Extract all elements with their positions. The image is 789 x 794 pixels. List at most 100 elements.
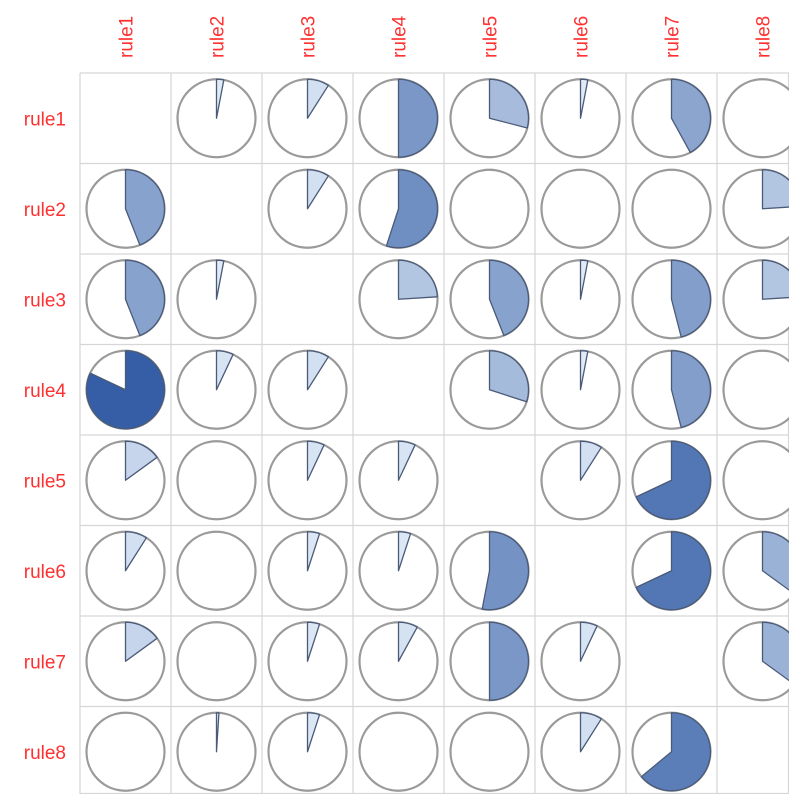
pie-cell (540, 349, 621, 430)
pie-cell (85, 349, 166, 430)
row-label: rule5 (24, 471, 66, 492)
pie-cell (358, 259, 439, 340)
pie-cell (449, 168, 530, 249)
pie-slice (124, 621, 158, 662)
pie-slice (306, 712, 321, 753)
pie-cell (722, 530, 789, 611)
pie-outline (176, 440, 257, 521)
row-labels: rule1 rule2 rule3 rule4 rule5 rule6 rule7 rule8 (24, 109, 67, 764)
pie-outline (722, 349, 789, 430)
pie-cell (358, 78, 439, 159)
pie-cell (267, 621, 348, 702)
pie-slice (579, 440, 603, 481)
pie-slice (85, 350, 166, 430)
pie-slice (215, 259, 225, 300)
pie-cell (358, 530, 439, 611)
pie-cell (631, 440, 712, 521)
pie-cell (267, 440, 348, 521)
pie-slice (385, 169, 439, 249)
row-label: rule1 (24, 109, 66, 130)
pie-slice (761, 259, 789, 300)
pie-slice (761, 621, 789, 682)
pie-outline (722, 78, 789, 159)
pie-cell (176, 530, 257, 611)
pie-slice (397, 78, 439, 158)
pie-outline (722, 440, 789, 521)
pie-cell (358, 440, 439, 521)
pie-cell (176, 259, 257, 340)
row-label: rule7 (24, 652, 66, 673)
pie-cell (722, 349, 789, 430)
pie-cell (449, 530, 530, 611)
pie-cell (358, 711, 439, 792)
pie-slice (579, 350, 589, 391)
pie-slice (579, 259, 589, 300)
pie-slice (761, 169, 789, 210)
pie-cell (631, 530, 712, 611)
pie-outline (176, 621, 257, 702)
pie-cell (540, 440, 621, 521)
pie-cells (85, 78, 789, 792)
pie-slice (488, 621, 530, 701)
column-label: rule8 (754, 16, 775, 58)
pie-cell (540, 711, 621, 792)
pie-slice (397, 259, 439, 300)
row-label: rule4 (24, 381, 67, 402)
pie-slice (124, 440, 158, 481)
pie-cell (85, 440, 166, 521)
pie-cell (540, 168, 621, 249)
pie-slice (306, 440, 325, 481)
pie-cell (540, 78, 621, 159)
column-label: rule2 (208, 16, 229, 58)
pie-cell (631, 259, 712, 340)
pie-cell (358, 168, 439, 249)
pie-cell (267, 711, 348, 792)
pie-slice (124, 169, 166, 246)
pie-cell (176, 78, 257, 159)
pie-slice (761, 531, 789, 591)
pie-cell (722, 440, 789, 521)
column-labels: rule1 rule2 rule3 rule4 rule5 rule6 rule7 rule8 (117, 15, 775, 58)
pie-cell (449, 78, 530, 159)
pie-slice (397, 440, 416, 481)
pie-cell (449, 349, 530, 430)
pie-cell (267, 168, 348, 249)
pie-cell (176, 711, 257, 792)
pie-slice (670, 350, 712, 429)
row-label: rule6 (24, 562, 66, 583)
pie-cell (85, 621, 166, 702)
pie-slice (397, 621, 418, 662)
pie-slice (670, 78, 712, 154)
pie-slice (635, 531, 712, 611)
pie-slice (579, 712, 603, 753)
pie-slice (640, 712, 712, 792)
pie-outline (176, 530, 257, 611)
pie-cell (85, 711, 166, 792)
pie-cell (85, 259, 166, 340)
pie-outline (449, 168, 530, 249)
column-label: rule3 (299, 16, 320, 58)
pie-slice (635, 440, 712, 520)
pie-slice (488, 259, 530, 337)
pie-cell (631, 78, 712, 159)
pie-outline (358, 711, 439, 792)
pie-outline (540, 168, 621, 249)
column-label: rule6 (572, 16, 593, 58)
pie-slice (306, 531, 321, 572)
pie-cell (631, 711, 712, 792)
pie-cell (631, 349, 712, 430)
pie-outline (449, 711, 530, 792)
pie-cell (540, 259, 621, 340)
pie-slice (670, 259, 712, 338)
row-label: rule2 (24, 200, 66, 221)
pie-slice (124, 259, 166, 337)
pie-cell (722, 621, 789, 702)
pie-cell (722, 78, 789, 159)
pie-cell (540, 621, 621, 702)
pie-cell (449, 259, 530, 340)
pie-slice (397, 531, 412, 572)
pie-cell (449, 711, 530, 792)
pie-slice (306, 169, 330, 210)
pie-slice (481, 531, 530, 611)
pie-outline (631, 168, 712, 249)
